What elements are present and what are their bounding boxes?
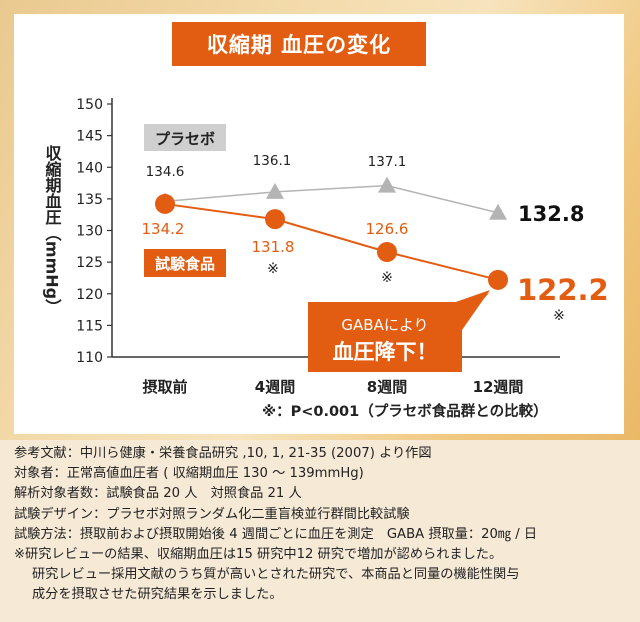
placebo-value-label: 136.1 [253, 153, 292, 169]
note-method: 試験方法：摂取前および摂取開始後 4 週間ごとに血圧を測定 GABA 摂取量：2… [14, 526, 538, 542]
note-review: ※研究レビューの結果、収縮期血圧は15 研究中12 研究で増加が認められました。 [14, 547, 503, 563]
test-food-legend-label: 試験食品 [155, 255, 215, 273]
placebo-marker [378, 176, 396, 193]
test-food-marker [265, 209, 285, 230]
chart-title: 収縮期 血圧の変化 [172, 22, 426, 66]
test-food-value-label: 122.2 [517, 273, 609, 307]
x-tick-label: 摂取前 [142, 378, 187, 396]
test-food-value-label: 126.6 [366, 220, 409, 238]
notes-block: 参考文献：中川ら健康・栄養食品研究 ,10, 1, 21-35 (2007) よ… [14, 444, 634, 606]
test-food-line [164, 202, 499, 281]
y-tick-label: 145 [76, 129, 103, 145]
note-review-cont-1: 研究レビュー採用文献のうち質が高いとされた研究で、本商品と同量の機能性関与 [32, 567, 520, 583]
note-subjects: 対象者：正常高値血圧者 ( 収縮期血圧 130 〜 139mmHg) [14, 466, 364, 482]
test-food-value-label: 134.2 [142, 220, 185, 238]
x-tick-label: 8週間 [367, 378, 407, 396]
y-tick-label: 135 [76, 192, 103, 208]
y-tick-label: 130 [76, 224, 103, 240]
callout-box [308, 292, 490, 372]
significance-mark: ※ [267, 261, 279, 277]
placebo-marker [489, 203, 507, 220]
significance-footnote: ※：P<0.001（プラセボ食品群との比較） [262, 402, 548, 420]
y-axis-label: 収縮期血圧（mmHg） [43, 145, 62, 315]
y-tick-label: 140 [76, 160, 103, 176]
y-tick-label: 125 [76, 255, 103, 271]
y-tick-label: 110 [76, 350, 103, 366]
placebo-value-label: 132.8 [518, 202, 584, 226]
y-tick-label: 115 [76, 318, 103, 334]
significance-mark: ※ [553, 308, 565, 324]
x-tick-label: 4週間 [255, 378, 295, 396]
test-food-marker [377, 242, 397, 263]
placebo-legend-box [144, 124, 226, 151]
line-chart: 110 115 120 125 130 135 140 145 150 収縮期血圧（mmHg） 摂取… [43, 97, 609, 420]
significance-mark: ※ [381, 270, 393, 286]
callout-line-2: 血圧降下！ [333, 340, 438, 364]
placebo-line [164, 184, 499, 214]
test-food-marker [488, 269, 508, 290]
test-food-marker [155, 193, 175, 214]
x-tick-label: 12週間 [473, 378, 524, 396]
note-design: 試験デザイン：プラセボ対照ランダム化二重盲検並行群間比較試験 [14, 506, 410, 522]
callout-line-1: GABAにより [341, 316, 428, 334]
note-sample-size: 解析対象者数：試験食品 20 人 対照食品 21 人 [14, 486, 302, 502]
placebo-marker [266, 182, 284, 199]
placebo-value-label: 137.1 [368, 154, 407, 170]
y-tick-label: 120 [76, 287, 103, 303]
placebo-value-label: 134.6 [146, 164, 185, 180]
note-reference: 参考文献：中川ら健康・栄養食品研究 ,10, 1, 21-35 (2007) よ… [14, 446, 432, 461]
test-food-legend-box [144, 249, 226, 277]
callout-pointer [450, 290, 490, 330]
note-review-cont-2: 成分を摂取させた研究結果を示しました。 [32, 587, 283, 603]
placebo-legend-label: プラセボ [155, 130, 215, 148]
y-tick-label: 150 [76, 97, 103, 113]
test-food-value-label: 131.8 [252, 238, 295, 256]
